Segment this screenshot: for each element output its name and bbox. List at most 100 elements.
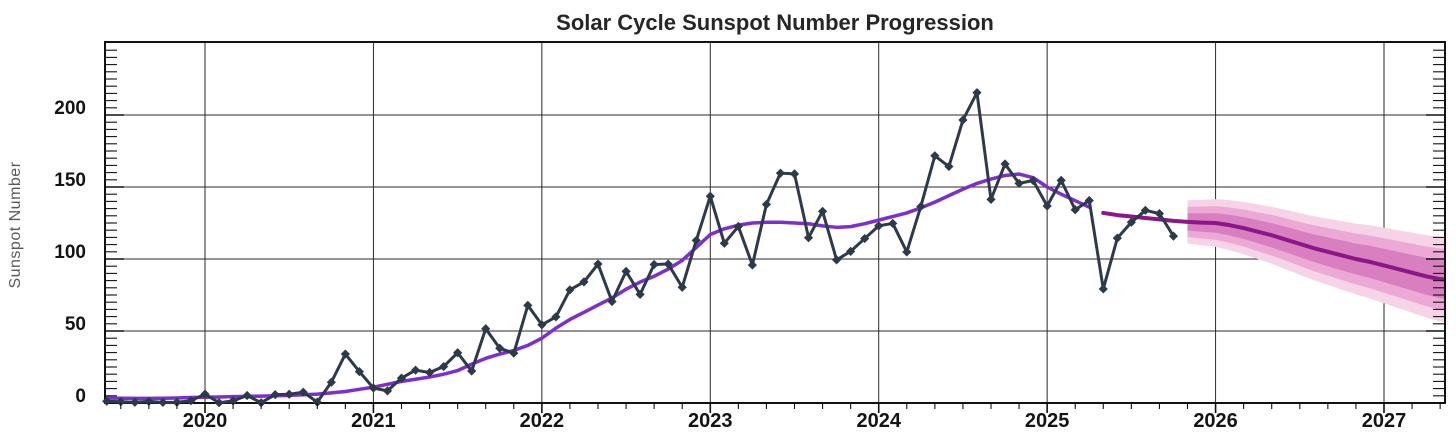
data-point (1084, 195, 1094, 206)
data-point (1098, 284, 1108, 294)
axis-ticks (105, 49, 1445, 413)
data-point (775, 168, 786, 178)
y-tick-label: 150 (54, 170, 86, 191)
data-point (1112, 233, 1122, 243)
data-point (1140, 205, 1150, 215)
data-point (649, 259, 659, 270)
data-point (214, 398, 224, 408)
data-point (298, 387, 308, 397)
data-point (144, 396, 154, 407)
observed-series (102, 88, 1179, 408)
data-point (944, 161, 954, 172)
data-point (761, 199, 772, 210)
y-axis-label: Sunspot Number (7, 161, 24, 288)
data-point (930, 151, 940, 161)
data-point (565, 285, 575, 295)
data-point (1000, 159, 1010, 169)
data-point (509, 348, 519, 358)
x-tick-label: 2027 (1362, 410, 1407, 432)
data-point (958, 115, 968, 125)
data-point (677, 282, 687, 292)
data-point (874, 221, 884, 231)
data-point (621, 266, 631, 276)
y-tick-label: 200 (54, 98, 86, 119)
data-point (902, 247, 912, 257)
data-point (312, 397, 322, 407)
data-point (116, 397, 126, 407)
x-tick-label: 2024 (856, 410, 901, 432)
data-point (242, 390, 252, 401)
data-point (354, 367, 364, 377)
data-point (1042, 201, 1052, 211)
data-point (368, 383, 379, 393)
y-tick-labels: 0 50 100 150 200 (54, 98, 86, 407)
data-point (284, 389, 294, 399)
data-point (410, 365, 421, 375)
data-point (453, 348, 463, 358)
data-point (1168, 231, 1179, 241)
data-point (916, 201, 926, 212)
data-point (705, 191, 715, 201)
data-point (481, 324, 491, 334)
data-point (635, 289, 645, 300)
data-point (972, 88, 982, 98)
data-point (719, 238, 729, 248)
data-point (691, 235, 701, 246)
x-tick-label: 2021 (351, 410, 396, 432)
data-point (467, 366, 477, 376)
data-point (424, 367, 435, 378)
data-point (523, 300, 533, 310)
x-tick-labels: 2020 2021 2022 2023 2024 2025 2026 2027 (183, 410, 1407, 432)
data-point (832, 255, 842, 265)
data-point (593, 259, 603, 269)
data-point (607, 296, 617, 307)
data-point (439, 361, 449, 372)
data-point (1014, 178, 1024, 188)
data-point (1070, 205, 1080, 215)
y-tick-label: 100 (54, 242, 86, 263)
data-point (186, 396, 196, 406)
band-inner (1187, 213, 1445, 299)
data-point (888, 218, 898, 229)
data-point (158, 397, 168, 408)
data-point (733, 221, 743, 232)
data-point (130, 397, 140, 407)
data-point (860, 233, 870, 244)
data-point (102, 396, 112, 406)
data-point (228, 396, 238, 406)
data-point (579, 277, 589, 287)
y-tick-label: 0 (75, 386, 86, 407)
data-point (1126, 217, 1136, 227)
data-point (200, 389, 210, 399)
data-point (172, 397, 182, 407)
data-point (1154, 209, 1165, 219)
data-point (846, 246, 856, 256)
x-tick-label: 2026 (1193, 410, 1238, 432)
data-point (326, 377, 336, 387)
chart-title: Solar Cycle Sunspot Number Progression (556, 10, 994, 35)
x-tick-label: 2022 (520, 410, 565, 432)
data-point (789, 169, 800, 179)
x-tick-label: 2025 (1025, 410, 1070, 432)
data-point (495, 343, 505, 353)
x-tick-label: 2023 (688, 410, 733, 432)
data-point (747, 260, 757, 270)
data-point (340, 349, 350, 359)
data-point (663, 259, 673, 269)
y-tick-label: 50 (65, 314, 86, 335)
data-point (1028, 175, 1038, 186)
x-tick-label: 2020 (183, 410, 228, 432)
data-point (803, 233, 814, 243)
data-point (817, 206, 828, 216)
data-point (1056, 175, 1066, 185)
confidence-bands (1187, 199, 1445, 323)
data-point (551, 312, 561, 322)
data-point (270, 390, 280, 400)
data-point (537, 320, 547, 330)
data-point (986, 194, 996, 204)
smoothed-series (105, 172, 1091, 401)
data-point (256, 398, 266, 408)
data-point (382, 386, 393, 396)
